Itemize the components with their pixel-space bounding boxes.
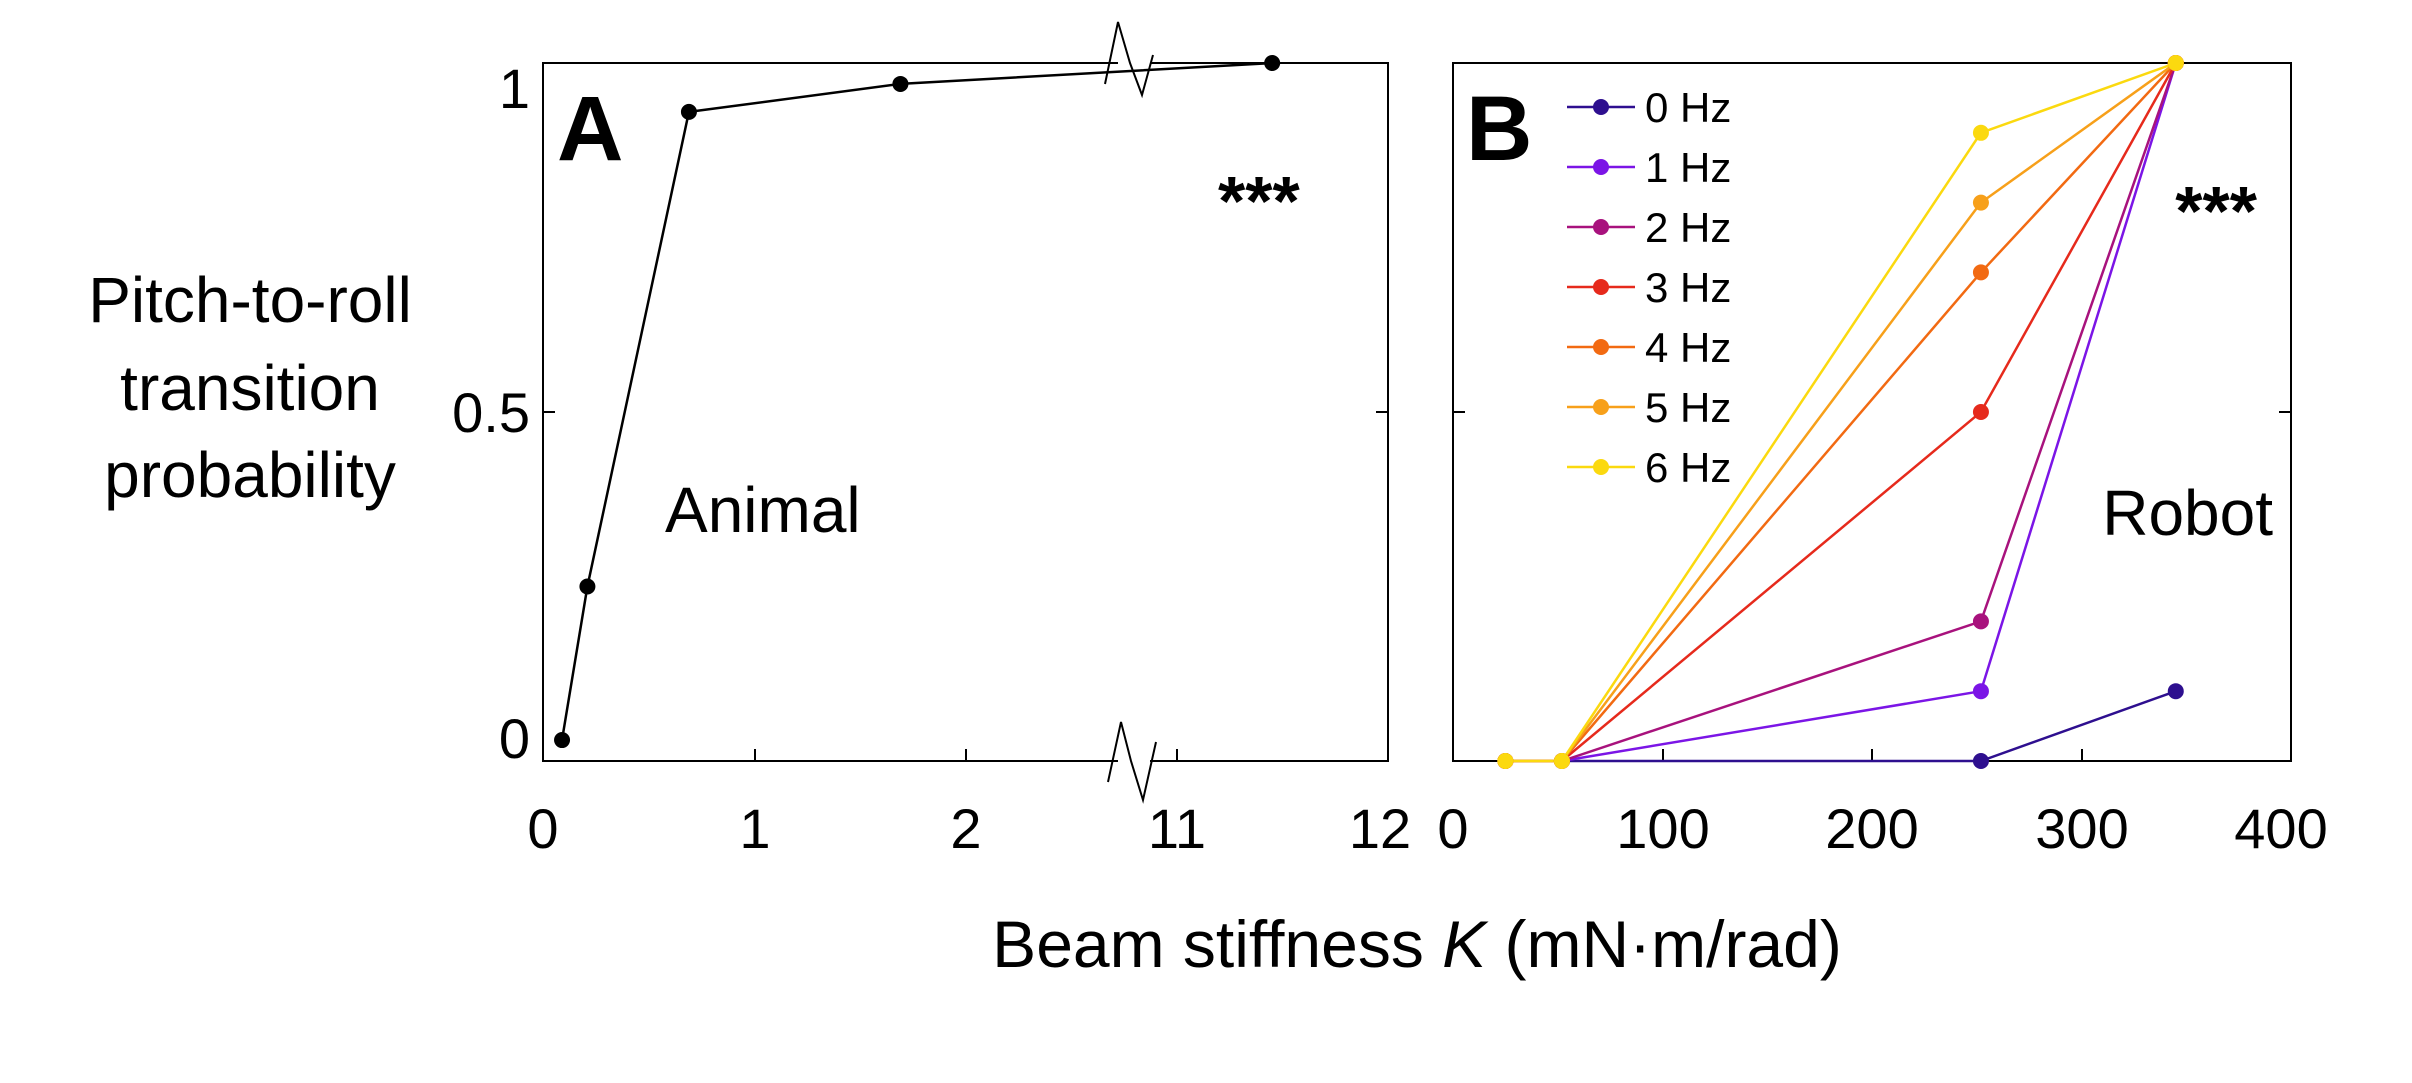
x-axis-label-suffix: (mN·m/rad) (1486, 907, 1842, 981)
data-point-4-hz-2 (1972, 264, 1989, 281)
data-point-6-hz-3 (2167, 55, 2184, 71)
plot-a-marks (554, 55, 1281, 749)
panel-b: 0 100 200 300 400 B Robot *** 0 Hz 1 Hz 2 … (1437, 55, 2328, 860)
y-axis-label-line-2: transition (120, 352, 380, 424)
legend-label-1-hz: 1 Hz (1645, 144, 1731, 191)
series-line-animal (560, 61, 1273, 741)
data-point-animal-0 (554, 732, 571, 749)
legend-marker-0-hz (1593, 99, 1609, 115)
legend-label-4-hz: 4 Hz (1645, 324, 1731, 371)
legend-marker-3-hz (1593, 279, 1609, 295)
annotation-animal: Animal (665, 474, 861, 546)
legend-label-3-hz: 3 Hz (1645, 264, 1731, 311)
panel-label-b: B (1466, 78, 1532, 180)
series-line-6-hz (1505, 61, 2177, 763)
legend-marker-5-hz (1593, 399, 1609, 415)
data-point-animal-3 (892, 75, 909, 92)
x-tick-label-b-400: 400 (2234, 797, 2327, 860)
x-tick-label-a-1: 1 (739, 797, 770, 860)
annotation-robot: Robot (2102, 477, 2273, 549)
data-point-5-hz-2 (1972, 194, 1989, 211)
data-point-2-hz-2 (1972, 613, 1989, 630)
data-point-animal-2 (680, 103, 697, 120)
x-tick-label-b-300: 300 (2035, 797, 2128, 860)
legend-label-5-hz: 5 Hz (1645, 384, 1731, 431)
axis-break-mark-top (1104, 21, 1154, 99)
legend-marker-1-hz (1593, 159, 1609, 175)
data-point-3-hz-2 (1972, 404, 1989, 420)
data-point-animal-4 (1264, 55, 1281, 71)
legend-label-2-hz: 2 Hz (1645, 204, 1731, 251)
x-tick-label-b-0: 0 (1437, 797, 1468, 860)
x-tick-label-a-12: 12 (1349, 797, 1411, 860)
data-point-6-hz-1 (1553, 753, 1570, 769)
axis-break-mark-bottom (1107, 721, 1157, 804)
x-tick-label-b-100: 100 (1616, 797, 1709, 860)
y-axis-label-line-1: Pitch-to-roll (88, 264, 412, 336)
significance-a: *** (1218, 162, 1300, 240)
x-axis-label-prefix: Beam stiffness (992, 907, 1442, 981)
legend-label-0-hz: 0 Hz (1645, 84, 1731, 131)
data-point-animal-1 (579, 578, 596, 595)
legend-marker-4-hz (1593, 339, 1609, 355)
x-tick-label-b-200: 200 (1825, 797, 1918, 860)
axis-break-gap-top (1118, 55, 1150, 71)
legend-marker-2-hz (1593, 219, 1609, 235)
panel-label-a: A (557, 78, 623, 180)
data-point-1-hz-2 (1972, 683, 1989, 700)
y-axis-label-line-3: probability (104, 439, 396, 511)
plot-b-marks (1497, 55, 2184, 769)
x-axis-label-symbol: K (1442, 907, 1489, 981)
data-point-6-hz-2 (1972, 124, 1989, 141)
panel-a: 0 1 2 11 12 A Animal *** (527, 21, 1411, 860)
legend-label-6-hz: 6 Hz (1645, 444, 1731, 491)
y-tick-label-0: 0 (499, 707, 530, 770)
legend-marker-6-hz (1593, 459, 1609, 475)
x-tick-label-a-0: 0 (527, 797, 558, 860)
legend: 0 Hz 1 Hz 2 Hz 3 Hz 4 Hz 5 Hz 6 Hz (1567, 84, 1731, 491)
y-tick-label-0.5: 0.5 (452, 381, 530, 444)
x-tick-label-a-11: 11 (1148, 797, 1206, 860)
data-point-0-hz-2 (1972, 753, 1989, 769)
significance-b: *** (2175, 172, 2257, 250)
data-point-6-hz-0 (1497, 753, 1514, 769)
y-tick-label-1: 1 (499, 57, 530, 120)
axis-break-gap-bottom (1118, 753, 1150, 769)
x-axis-label: Beam stiffness K (mN·m/rad) (992, 907, 1842, 981)
data-point-0-hz-3 (2167, 683, 2184, 700)
x-tick-label-a-2: 2 (950, 797, 981, 860)
